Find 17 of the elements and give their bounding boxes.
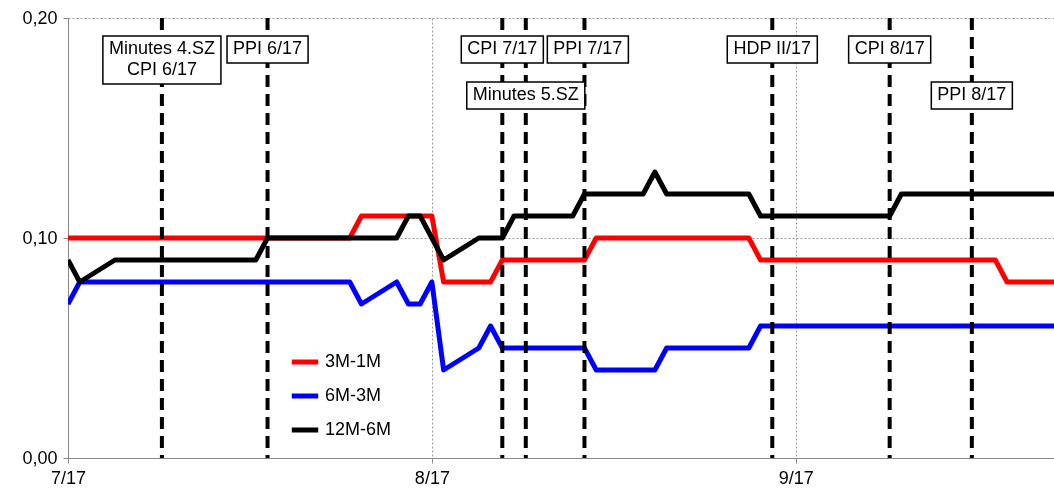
x-tick-label: 8/17 [414,467,450,488]
ref-line-label: PPI 8/17 [937,84,1007,104]
ref-line-label: HDP II/17 [733,38,812,58]
ref-line-label: PPI 7/17 [553,38,623,58]
y-tick-label: 0,10 [22,227,58,248]
ref-line-label: Minutes 5.SZ [472,84,579,104]
y-tick-label: 0,20 [22,7,58,28]
y-tick-label: 0,00 [22,447,58,468]
legend-label: 6M-3M [325,385,382,405]
legend-label: 12M-6M [325,419,392,439]
ref-line-label: CPI 8/17 [854,38,925,58]
legend-label: 3M-1M [325,351,382,371]
ref-line-label: Minutes 4.SZ CPI 6/17 [108,38,215,79]
ref-line-label: PPI 6/17 [233,38,303,58]
ref-line-label: CPI 7/17 [467,38,538,58]
x-tick-label: 9/17 [778,467,814,488]
x-tick-label: 7/17 [50,467,87,488]
